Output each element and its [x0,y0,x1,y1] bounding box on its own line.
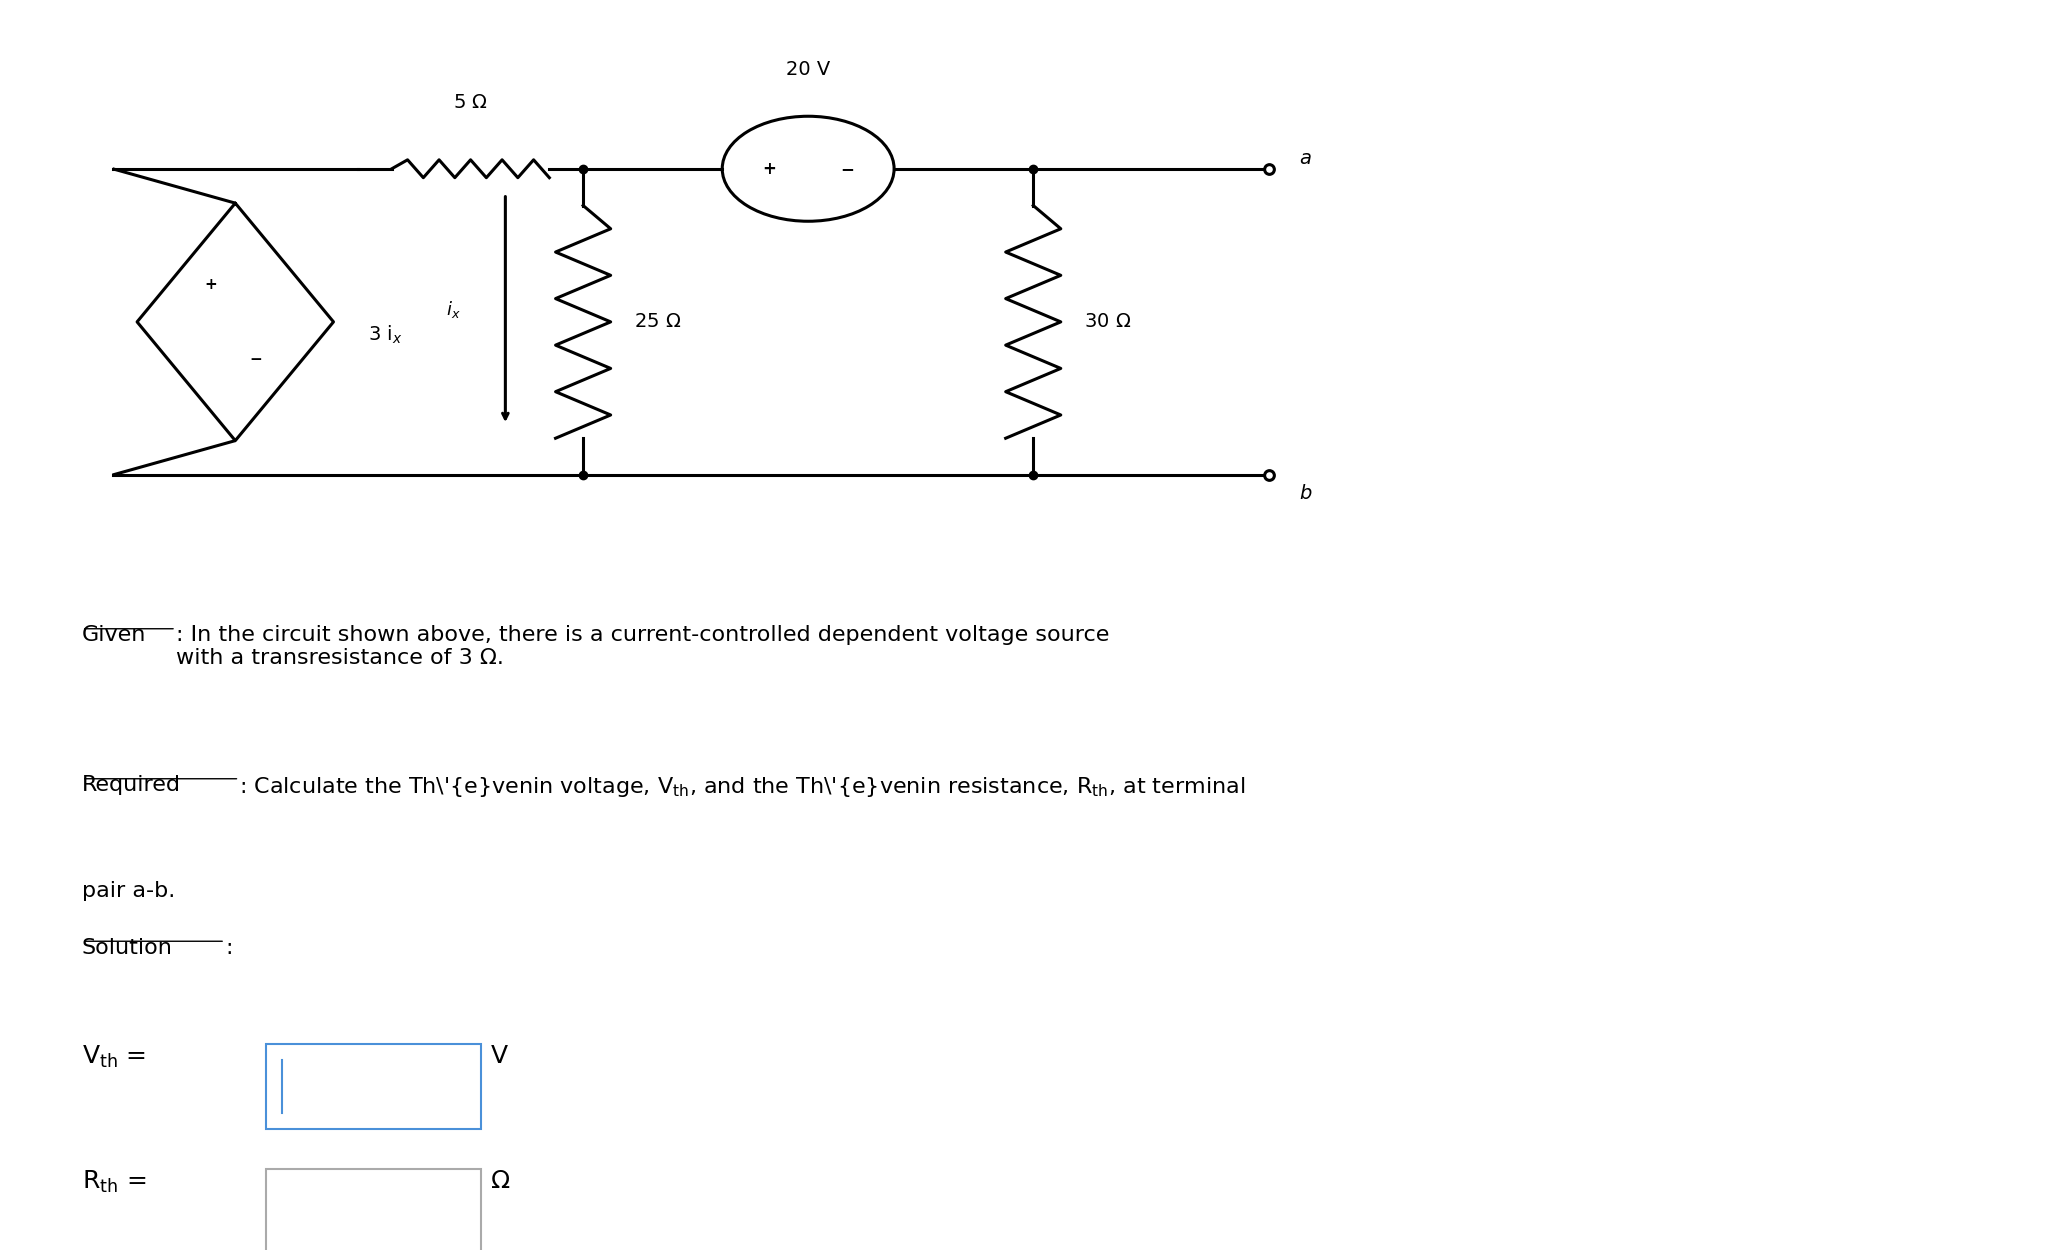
Text: −: − [841,160,853,177]
Text: Given: Given [82,625,145,645]
Text: 25 $\Omega$: 25 $\Omega$ [634,312,681,331]
Text: 20 V: 20 V [786,60,831,79]
Text: : In the circuit shown above, there is a current-controlled dependent voltage so: : In the circuit shown above, there is a… [176,625,1109,669]
Text: 3 i$_x$: 3 i$_x$ [368,324,403,345]
Text: V: V [491,1044,507,1068]
Text: Ω: Ω [491,1169,509,1192]
Text: −: − [250,352,262,367]
Text: b: b [1299,484,1311,504]
Text: +: + [763,160,775,177]
Text: Solution: Solution [82,938,172,958]
Text: a: a [1299,149,1311,169]
Text: i$_x$: i$_x$ [446,299,460,320]
Text: 30 $\Omega$: 30 $\Omega$ [1084,312,1131,331]
Text: $\mathrm{R_{th}}$ =: $\mathrm{R_{th}}$ = [82,1169,147,1195]
Text: 5 $\Omega$: 5 $\Omega$ [454,94,487,112]
FancyBboxPatch shape [266,1169,481,1250]
Text: :: : [225,938,233,958]
Text: : Calculate the Th\'{e}venin voltage, $\mathrm{V_{th}}$, and the Th\'{e}venin re: : Calculate the Th\'{e}venin voltage, $\… [239,775,1246,799]
FancyBboxPatch shape [266,1044,481,1129]
Text: pair a-b.: pair a-b. [82,881,176,901]
Text: $\mathrm{V_{th}}$ =: $\mathrm{V_{th}}$ = [82,1044,145,1070]
Text: Required: Required [82,775,180,795]
Text: +: + [205,276,217,291]
